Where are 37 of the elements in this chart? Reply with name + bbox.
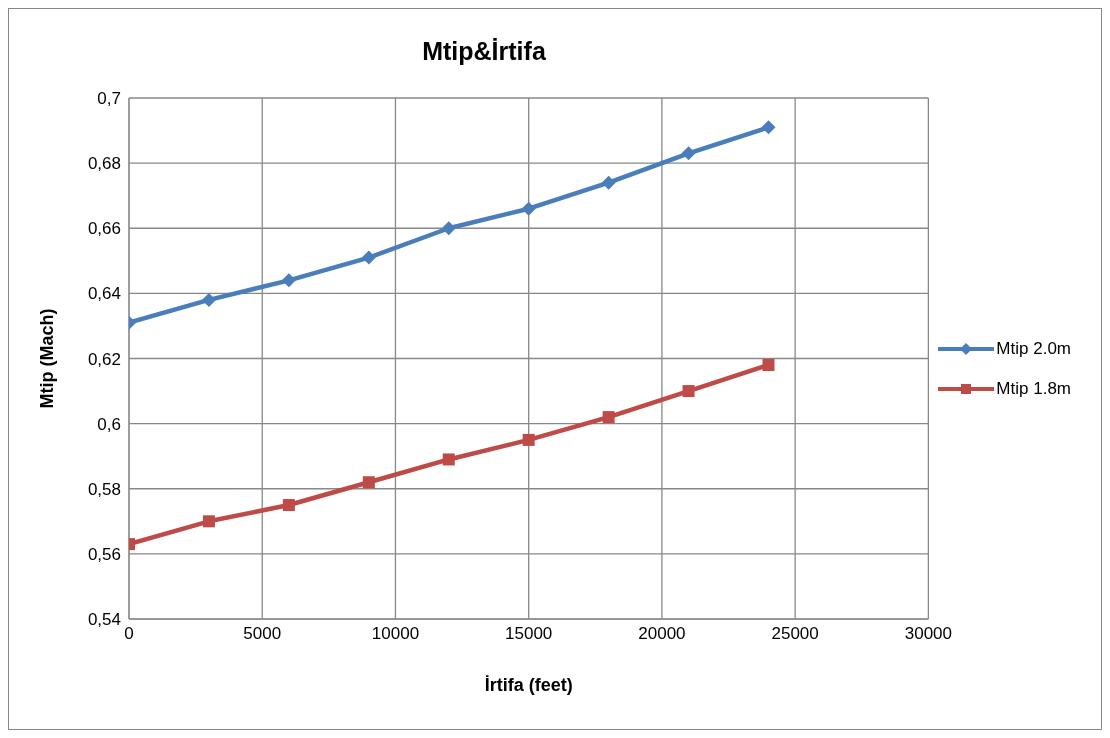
legend-label: Mtip 1.8m xyxy=(996,379,1071,399)
y-tick-label: 0,64 xyxy=(87,284,121,304)
point xyxy=(761,120,776,135)
point xyxy=(282,499,295,512)
x-axis-title: İrtifa (feet) xyxy=(484,675,573,695)
legend-label: Mtip 2.0m xyxy=(996,339,1071,359)
y-tick-label: 0,54 xyxy=(87,610,121,630)
y-tick-label: 0,6 xyxy=(97,414,121,434)
x-tick-label: 5000 xyxy=(243,624,282,644)
point xyxy=(362,476,375,489)
point xyxy=(522,433,535,446)
y-tick-label: 0,58 xyxy=(87,479,121,499)
x-tick-label: 20000 xyxy=(638,624,686,644)
y-tick-label: 0,62 xyxy=(87,349,121,369)
point xyxy=(602,411,615,424)
x-tick-label: 30000 xyxy=(904,624,952,644)
point xyxy=(281,273,296,288)
y-axis-title: Mtip (Mach) xyxy=(37,308,58,409)
point xyxy=(361,250,376,265)
point xyxy=(601,175,616,190)
point xyxy=(682,385,695,398)
point xyxy=(762,359,775,372)
y-tick-label: 0,7 xyxy=(97,89,121,109)
point xyxy=(442,453,455,466)
point xyxy=(441,221,456,236)
point xyxy=(202,515,215,528)
x-tick-label: 15000 xyxy=(505,624,553,644)
y-tick-label: 0,66 xyxy=(87,219,121,239)
point xyxy=(681,146,696,161)
y-tick-label: 0,56 xyxy=(87,544,121,564)
x-tick-label: 10000 xyxy=(371,624,420,644)
chart-title: Mtip&İrtifa xyxy=(421,37,547,66)
x-tick-label: 25000 xyxy=(771,624,819,644)
point xyxy=(521,201,536,216)
y-tick-label: 0,68 xyxy=(87,154,121,174)
x-tick-label: 0 xyxy=(124,624,134,644)
point xyxy=(201,292,216,307)
